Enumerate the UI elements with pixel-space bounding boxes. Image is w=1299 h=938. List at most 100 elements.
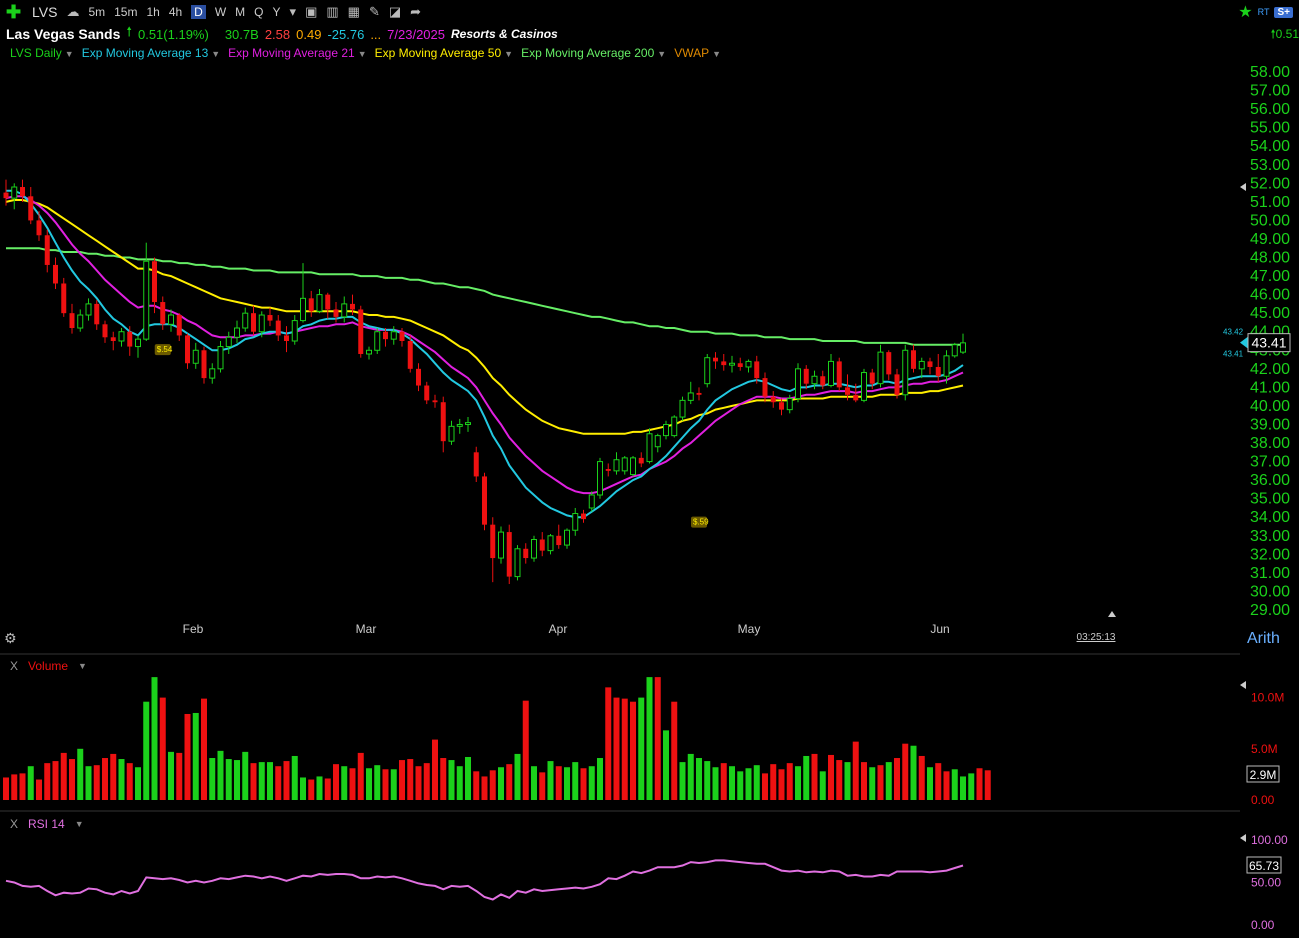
candle-body [192,349,199,364]
volume-bar [704,761,711,800]
tv-icon[interactable]: ▣ [305,4,318,19]
rsi-title[interactable]: RSI 14 [28,817,65,831]
volume-bar [506,764,513,800]
chevron-down-icon[interactable]: ▼ [357,49,367,59]
price-tick-label: 34.00 [1250,509,1290,526]
industry-label[interactable]: Resorts & Casinos [451,27,558,41]
candle-body [383,331,388,340]
interval-quarterly[interactable]: Q [254,5,264,19]
s-plus-badge[interactable]: S+ [1274,6,1293,18]
volume-bar [894,758,900,800]
volume-bar [770,764,777,800]
volume-bar [60,752,67,800]
price-tick-label: 30.00 [1250,583,1290,600]
volume-bar [234,760,240,800]
share-arrow-icon[interactable]: ➦ [410,4,422,19]
candle-body [646,433,653,463]
price-tick-label: 38.00 [1250,435,1290,452]
volume-bar [19,773,26,800]
candle-body [390,331,397,340]
candle-body [605,469,611,471]
symbol-input[interactable]: LVS [32,4,58,20]
candle-body [588,494,595,509]
volume-bar [580,768,587,800]
legend-ema50[interactable]: Exp Moving Average 50 ▼ [375,46,513,60]
volume-bar [168,751,174,800]
price-tick-label: 58.00 [1250,64,1290,81]
indicator-legend: LVS Daily ▼ Exp Moving Average 13 ▼ Exp Mo… [10,46,721,60]
candle-body [217,346,224,370]
legend-lvs-daily[interactable]: LVS Daily ▼ [10,46,74,60]
chevron-down-icon[interactable]: ▼ [712,49,722,59]
bar-chart-icon[interactable]: ▥ [326,4,339,19]
price-tick-label: 52.00 [1250,175,1290,192]
candle-body [440,402,446,442]
price-tick-label: 42.00 [1250,361,1290,378]
legend-ema200[interactable]: Exp Moving Average 200 ▼ [521,46,666,60]
price-tick-label: 53.00 [1250,157,1290,174]
price-tick-label: 57.00 [1250,83,1290,100]
interval-daily[interactable]: D [191,5,206,19]
volume-bar [143,701,150,800]
candle-body [654,435,661,448]
legend-ema13[interactable]: Exp Moving Average 13 ▼ [82,46,220,60]
chevron-down-icon[interactable]: ▼ [74,819,84,829]
volume-title[interactable]: Volume [28,659,69,673]
chevron-down-icon[interactable]: ▼ [657,49,667,59]
candle-body [225,336,232,348]
candle-body [638,457,644,464]
interval-monthly[interactable]: M [235,5,246,19]
chevron-down-icon[interactable]: ▼ [504,49,514,59]
legend-vwap[interactable]: VWAP ▼ [674,46,721,60]
price-tick-label: 35.00 [1250,491,1290,508]
chart-style-icon[interactable]: ☁ [66,4,80,19]
legend-ema21[interactable]: Exp Moving Average 21 ▼ [228,46,366,60]
volume-bar [267,762,273,800]
volume-bar [514,753,521,800]
interval-yearly[interactable]: Y [272,5,281,19]
last-price-box [1247,333,1291,353]
gear-icon: ⚙ [4,631,17,647]
low-mark-label: 43.41 [1223,350,1244,359]
candle-body [853,394,859,401]
time-tick-label: Apr [549,622,568,636]
interval-1h[interactable]: 1h [146,5,160,19]
candle-body [416,368,421,386]
info-more[interactable]: ... [370,26,382,42]
candle-body [523,548,529,559]
candle-body [341,303,348,318]
chevron-down-icon[interactable]: ▼ [78,661,87,671]
volume-bar [456,766,463,800]
candle-body [44,235,50,265]
candle-body [729,362,735,366]
interval-4h[interactable]: 4h [168,5,183,19]
chevron-down-icon[interactable]: ▼ [211,49,221,59]
candle-body [407,341,413,369]
volume-bar [654,677,661,800]
price-tick-label: 48.00 [1250,250,1290,267]
candle-body [498,531,504,559]
draw-pen-icon[interactable]: ✎ [368,4,380,19]
interval-weekly[interactable]: W [214,5,227,19]
chevron-down-icon[interactable]: ▼ [64,49,74,59]
candle-body [473,452,479,477]
interval-15m[interactable]: 15m [114,5,138,19]
layers-icon[interactable]: ◪ [388,4,402,19]
candle-body [803,368,809,384]
add-symbol-icon[interactable]: ✚ [6,1,22,22]
interval-5m[interactable]: 5m [88,5,106,19]
candle-body [671,416,678,437]
calculator-icon[interactable]: ▦ [347,4,360,19]
favorite-star-icon[interactable]: ★ [1238,4,1253,21]
volume-bar [85,766,92,800]
interval-dropdown-icon[interactable]: ▾ [289,4,297,19]
volume-bar [357,752,364,800]
volume-close-button[interactable]: X [10,659,19,673]
volume-bar [93,765,100,800]
price-tick-label: 36.00 [1250,472,1290,489]
rsi-close-button[interactable]: X [10,817,19,831]
volume-bar [803,755,810,800]
candle-body [201,350,207,379]
volume-bar [176,752,183,800]
